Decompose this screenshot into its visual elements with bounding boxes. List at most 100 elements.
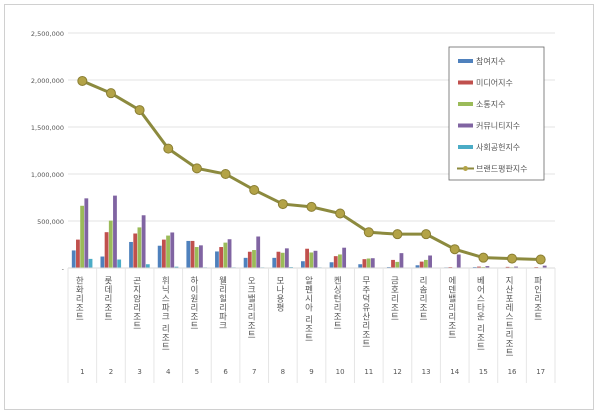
y-axis: - 500,000 1,000,000 1,500,000 2,000,000 2,500… [31, 30, 65, 273]
bar-4-14 [456, 254, 461, 268]
x-rank-label: 3 [137, 368, 141, 376]
x-rank-label: 4 [166, 368, 171, 376]
legend-label: 사회공헌지수 [476, 143, 520, 152]
legend-label: 커뮤니티지수 [476, 121, 520, 131]
x-tick-label: 리솜리조트 [418, 276, 428, 321]
bar-5-4 [174, 266, 179, 268]
x-category-8: 모나용평 8 [274, 276, 285, 376]
x-axis: 한화리조트 1 롯데리조트 2 곤지암리조트 3 휘닉스파크 리조트 4 하이원리조트 5 웰리힐리… [67, 267, 556, 383]
x-rank-label: 10 [336, 368, 345, 376]
legend-label: 미디어지수 [476, 78, 513, 88]
x-tick-label: 웰리힐리파크 [217, 275, 227, 330]
x-rank-label: 16 [508, 368, 517, 376]
x-rank-label: 5 [195, 368, 199, 376]
x-category-13: 리솜리조트 13 [418, 276, 431, 376]
x-category-6: 웰리힐리파크 6 [217, 275, 228, 376]
x-rank-label: 7 [252, 368, 256, 376]
legend-label: 브랜드평판지수 [476, 164, 528, 174]
bar-5-2 [117, 259, 122, 268]
x-rank-label: 13 [422, 368, 431, 376]
legend-item-1: 참여지수 [458, 56, 505, 66]
x-category-10: 켄싱턴리조트 10 [332, 275, 345, 376]
x-tick-label: 무주덕유산리조트 [360, 276, 370, 348]
x-tick-label: 휘닉스파크 리조트 [160, 275, 170, 351]
line-point-7 [249, 184, 260, 195]
legend-item-3: 소통지수 [458, 100, 505, 109]
legend-box [448, 46, 545, 181]
x-tick-label: 하이원리조트 [188, 275, 198, 330]
x-tick-label: 지산포레스트리조트 [504, 276, 514, 357]
legend-marker [463, 166, 468, 171]
line-point-17 [535, 254, 546, 265]
bar-1-6 [215, 251, 219, 268]
bar-2-15 [477, 266, 481, 268]
bar-4-17 [542, 265, 547, 268]
line-point-5 [191, 163, 202, 174]
bar-3-13 [423, 259, 428, 268]
bar-4-16 [514, 266, 518, 268]
bar-2-6 [219, 247, 224, 268]
bar-3-9 [309, 252, 314, 268]
x-rank-label: 12 [393, 368, 402, 376]
bar-3-2 [108, 220, 113, 268]
x-category-4: 휘닉스파크 리조트 4 [160, 275, 171, 376]
bar-3-4 [166, 235, 170, 268]
bar-2-8 [276, 251, 281, 268]
line-point-1 [77, 75, 88, 86]
bar-2-10 [333, 256, 338, 268]
bar-4-15 [485, 266, 490, 268]
legend-swatch [458, 59, 473, 63]
bar-3-1 [80, 205, 85, 268]
bar-3-11 [366, 258, 371, 268]
bar-2-1 [76, 239, 80, 268]
bar-1-11 [358, 264, 363, 268]
bar-4-8 [284, 248, 289, 268]
x-rank-label: 2 [109, 368, 113, 376]
bar-1-7 [243, 257, 248, 268]
x-category-14: 에덴밸리리조트 14 [446, 276, 459, 376]
bar-3-10 [338, 254, 342, 268]
bar-1-5 [186, 240, 191, 268]
x-category-11: 무주덕유산리조트 11 [360, 276, 373, 376]
y-tick-label: - [62, 265, 65, 273]
bar-2-13 [419, 261, 424, 268]
x-category-5: 하이원리조트 5 [188, 275, 199, 376]
x-tick-label: 한화리조트 [74, 276, 84, 321]
bar-3-12 [395, 261, 400, 268]
line-point-12 [392, 229, 403, 240]
x-category-16: 지산포레스트리조트 16 [504, 276, 517, 376]
legend-item-6: 브랜드평판지수 [457, 164, 528, 174]
legend-swatch [458, 80, 473, 85]
x-tick-label: 에덴밸리리조트 [446, 276, 456, 339]
bar-4-12 [399, 253, 404, 268]
x-tick-label: 켄싱턴리조트 [332, 275, 342, 330]
bar-4-2 [113, 195, 117, 268]
legend-swatch [458, 145, 473, 149]
x-category-15: 베어스타운 리조트 15 [475, 276, 488, 376]
bar-3-8 [280, 252, 285, 268]
bar-4-5 [199, 245, 203, 268]
line-point-10 [335, 208, 346, 219]
bar-2-4 [161, 239, 166, 268]
x-category-17: 파인리조트 17 [532, 276, 545, 376]
line-point-9 [306, 201, 317, 212]
legend-label: 참여지수 [476, 56, 505, 66]
bar-2-2 [104, 232, 109, 268]
x-tick-label: 금호리조트 [389, 276, 399, 321]
bar-2-11 [362, 259, 367, 268]
legend-swatch [458, 102, 473, 106]
bar-5-1 [88, 258, 93, 268]
bar-2-16 [505, 266, 510, 268]
bar-5-3 [145, 264, 150, 268]
bar-1-4 [157, 245, 162, 268]
bar-4-10 [342, 247, 347, 268]
x-rank-label: 17 [536, 368, 545, 376]
legend-label: 소통지수 [476, 100, 505, 109]
bar-4-11 [370, 258, 375, 268]
bar-3-7 [252, 250, 256, 268]
x-rank-label: 1 [80, 368, 84, 376]
x-rank-label: 6 [223, 368, 228, 376]
x-category-3: 곤지암리조트 3 [131, 276, 142, 376]
bar-3-3 [137, 227, 142, 268]
